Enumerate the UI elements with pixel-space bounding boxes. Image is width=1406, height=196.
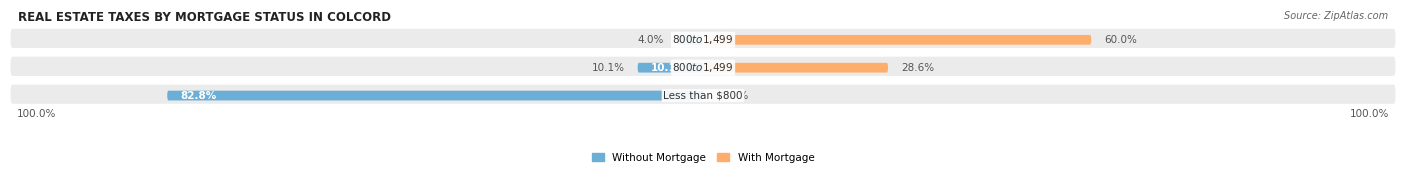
Text: $800 to $1,499: $800 to $1,499 bbox=[672, 33, 734, 46]
Text: 28.6%: 28.6% bbox=[901, 63, 934, 73]
FancyBboxPatch shape bbox=[10, 29, 1396, 48]
Text: $800 to $1,499: $800 to $1,499 bbox=[672, 61, 734, 74]
Text: 4.0%: 4.0% bbox=[638, 35, 664, 45]
Text: Less than $800: Less than $800 bbox=[664, 91, 742, 101]
Text: REAL ESTATE TAXES BY MORTGAGE STATUS IN COLCORD: REAL ESTATE TAXES BY MORTGAGE STATUS IN … bbox=[18, 11, 391, 24]
Text: 10.1%: 10.1% bbox=[592, 63, 624, 73]
FancyBboxPatch shape bbox=[167, 91, 703, 100]
FancyBboxPatch shape bbox=[10, 84, 1396, 104]
Text: 4.0%: 4.0% bbox=[690, 35, 720, 45]
Text: 100.0%: 100.0% bbox=[1350, 109, 1389, 119]
Legend: Without Mortgage, With Mortgage: Without Mortgage, With Mortgage bbox=[592, 153, 814, 163]
Text: 0.0%: 0.0% bbox=[723, 91, 748, 101]
Text: 60.0%: 60.0% bbox=[1104, 35, 1137, 45]
FancyBboxPatch shape bbox=[703, 63, 889, 73]
FancyBboxPatch shape bbox=[638, 63, 703, 73]
FancyBboxPatch shape bbox=[678, 35, 703, 45]
FancyBboxPatch shape bbox=[703, 35, 1091, 45]
Text: 100.0%: 100.0% bbox=[17, 109, 56, 119]
Text: 10.1%: 10.1% bbox=[651, 63, 688, 73]
Text: 82.8%: 82.8% bbox=[180, 91, 217, 101]
Text: Source: ZipAtlas.com: Source: ZipAtlas.com bbox=[1284, 11, 1388, 22]
FancyBboxPatch shape bbox=[10, 57, 1396, 76]
